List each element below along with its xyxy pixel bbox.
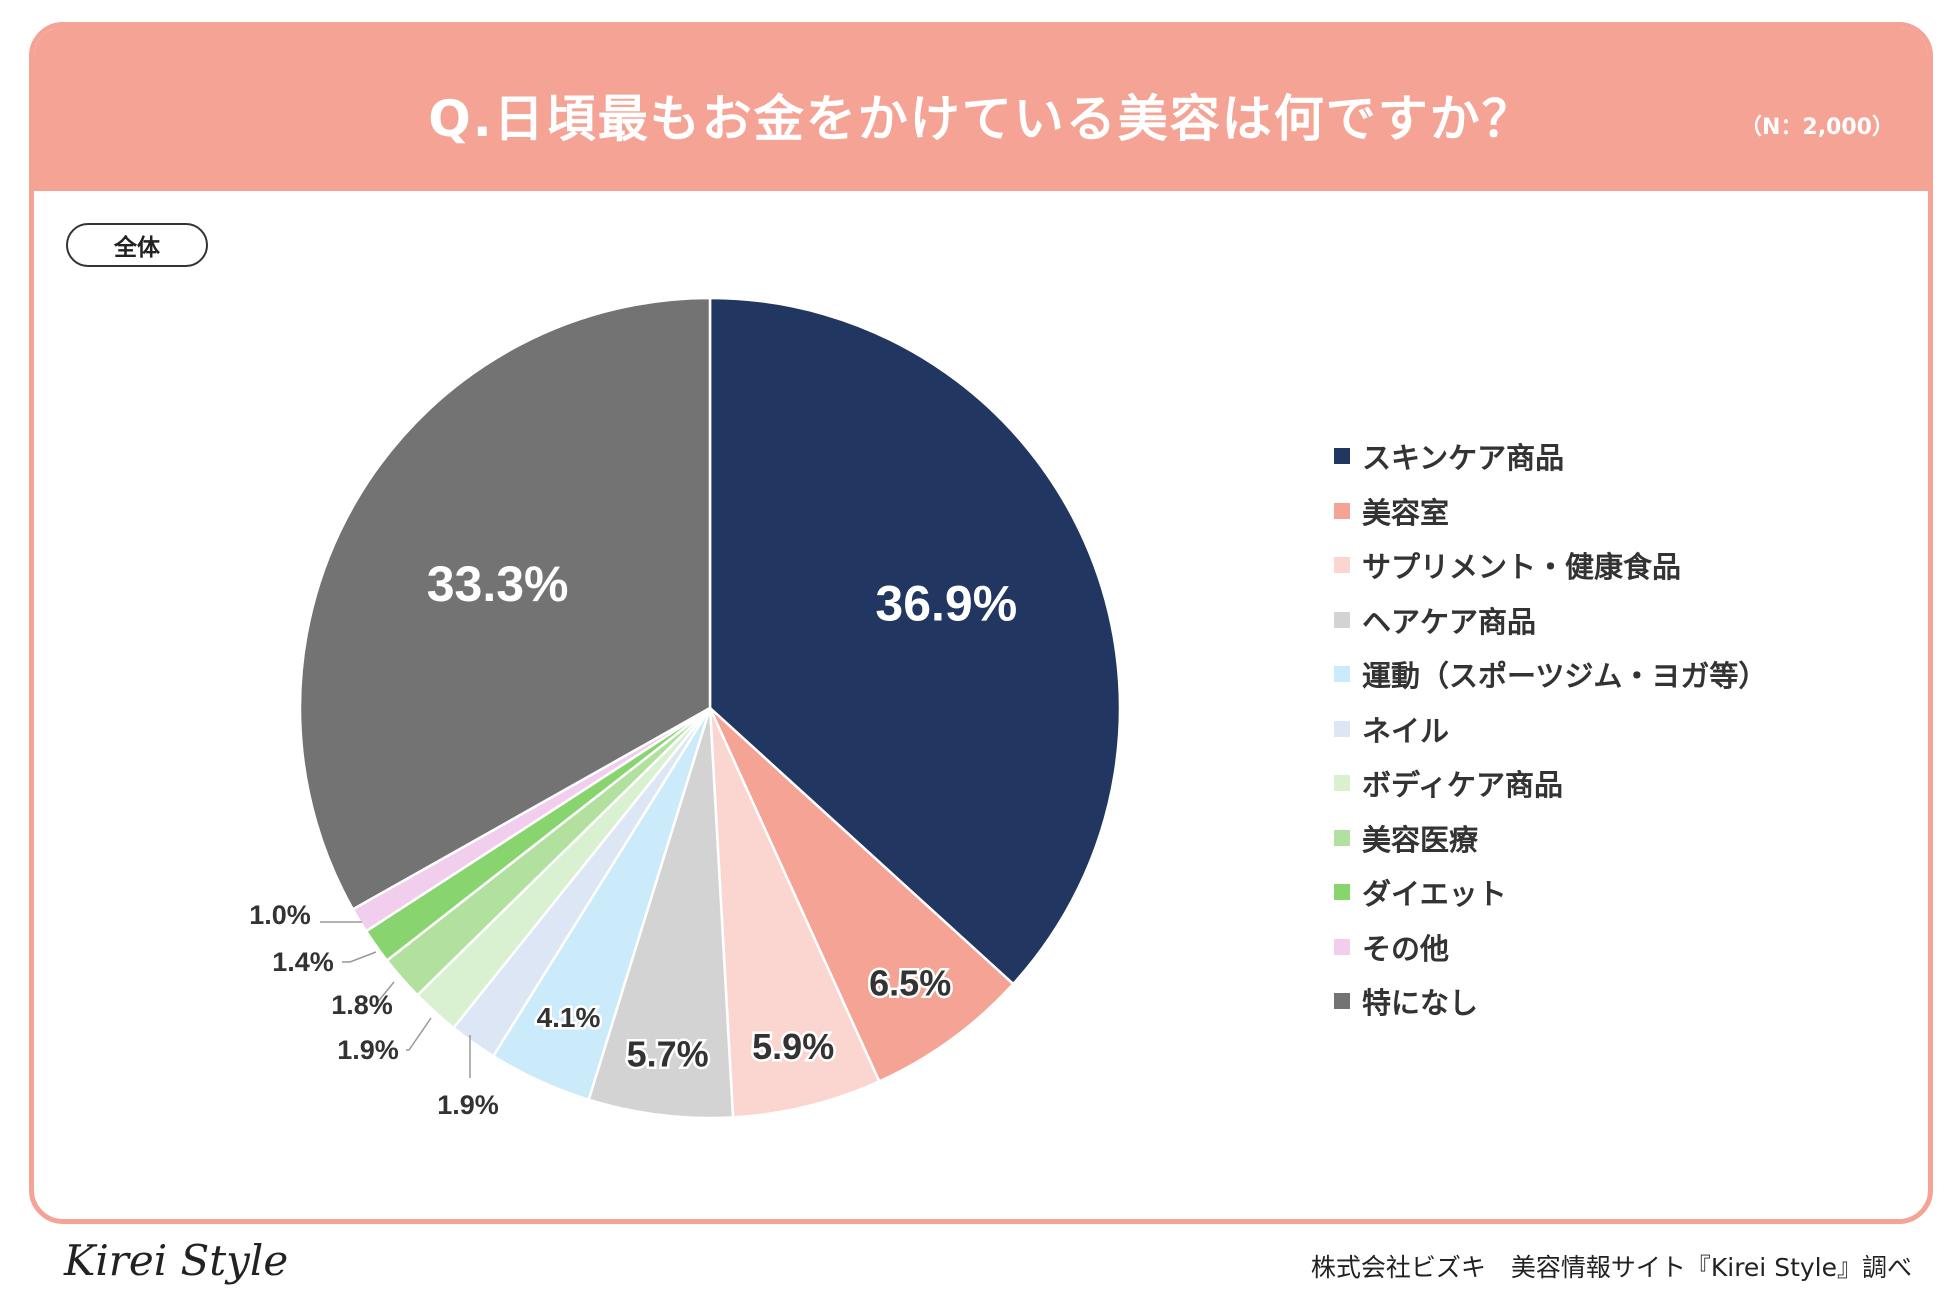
legend-swatch-2 [1334,502,1350,519]
legend-item-6: ネイル [1334,702,1767,757]
legend-item-3: サプリメント・健康食品 [1334,538,1767,593]
pie-slice-11 [298,296,712,911]
legend-label-6: ネイル [1362,713,1450,748]
legend-label-11: 特になし [1362,986,1479,1021]
data-label-9: 1.4% [272,947,334,977]
header-band: Q.日頃最もお金をかけている美容は何ですか？ （N：2,000） [34,27,1928,191]
legend-label-1: スキンケア商品 [1362,441,1565,476]
pie-slice-2 [708,707,1015,1084]
legend-label-10: その他 [1362,931,1450,966]
legend-swatch-8 [1334,829,1350,846]
leader-line-8 [375,981,395,1005]
footer-logo: Kirei Style [64,1236,289,1285]
legend-swatch-4 [1334,611,1350,628]
leader-line-9 [342,951,377,963]
legend-swatch-9 [1334,884,1350,901]
legend-swatch-7 [1334,775,1350,792]
legend-label-5: 運動（スポーツジム・ヨガ等） [1362,659,1768,694]
legend-item-8: 美容医療 [1334,811,1767,866]
data-label-5: 4.1% [537,1002,601,1033]
data-label-4: 5.7% [627,1033,709,1074]
legend-label-4: ヘアケア商品 [1362,604,1537,639]
leader-line-7 [406,1017,432,1051]
data-label-10: 1.0% [249,900,311,930]
data-label-11: 33.3% [427,556,569,612]
pie-slice-3 [708,707,881,1119]
legend-item-1: スキンケア商品 [1334,429,1767,484]
legend-item-11: 特になし [1334,974,1767,1029]
legend-item-2: 美容室 [1334,484,1767,539]
footer-credit: 株式会社ビズキ 美容情報サイト『Kirei Style』調べ [1310,1253,1912,1282]
legend-label-3: サプリメント・健康食品 [1362,550,1682,585]
chart-title: Q.日頃最もお金をかけている美容は何ですか？ [428,90,1534,148]
data-label-6: 1.9% [437,1090,499,1120]
legend-label-2: 美容室 [1362,495,1450,530]
legend-swatch-3 [1334,557,1350,574]
legend-item-7: ボディケア商品 [1334,756,1767,811]
legend-swatch-11 [1334,993,1350,1010]
legend-item-4: ヘアケア商品 [1334,593,1767,648]
legend-item-9: ダイエット [1334,865,1767,920]
sample-size-label: （N：2,000） [1739,115,1894,140]
legend-swatch-10 [1334,938,1350,955]
data-label-3: 5.9% [752,1026,834,1067]
data-label-8: 1.8% [331,990,393,1020]
data-label-2: 6.5% [869,963,951,1004]
data-label-7: 1.9% [337,1035,399,1065]
legend-item-5: 運動（スポーツジム・ヨガ等） [1334,647,1767,702]
legend-swatch-1 [1334,448,1350,465]
data-label-1: 36.9% [875,576,1017,632]
pie-slice-1 [708,296,1122,986]
legend-swatch-6 [1334,720,1350,737]
legend-item-10: その他 [1334,920,1767,975]
legend: スキンケア商品 美容室サプリメント・健康食品 ヘアケア商品運動（スポーツジム・ヨガ等… [1334,429,1767,1029]
segment-pill: 全体 [66,223,208,267]
legend-swatch-5 [1334,666,1350,683]
legend-label-9: ダイエット [1362,877,1507,912]
legend-label-8: 美容医療 [1362,822,1479,857]
legend-label-7: ボディケア商品 [1362,768,1563,803]
pie-slice-4 [587,707,735,1120]
